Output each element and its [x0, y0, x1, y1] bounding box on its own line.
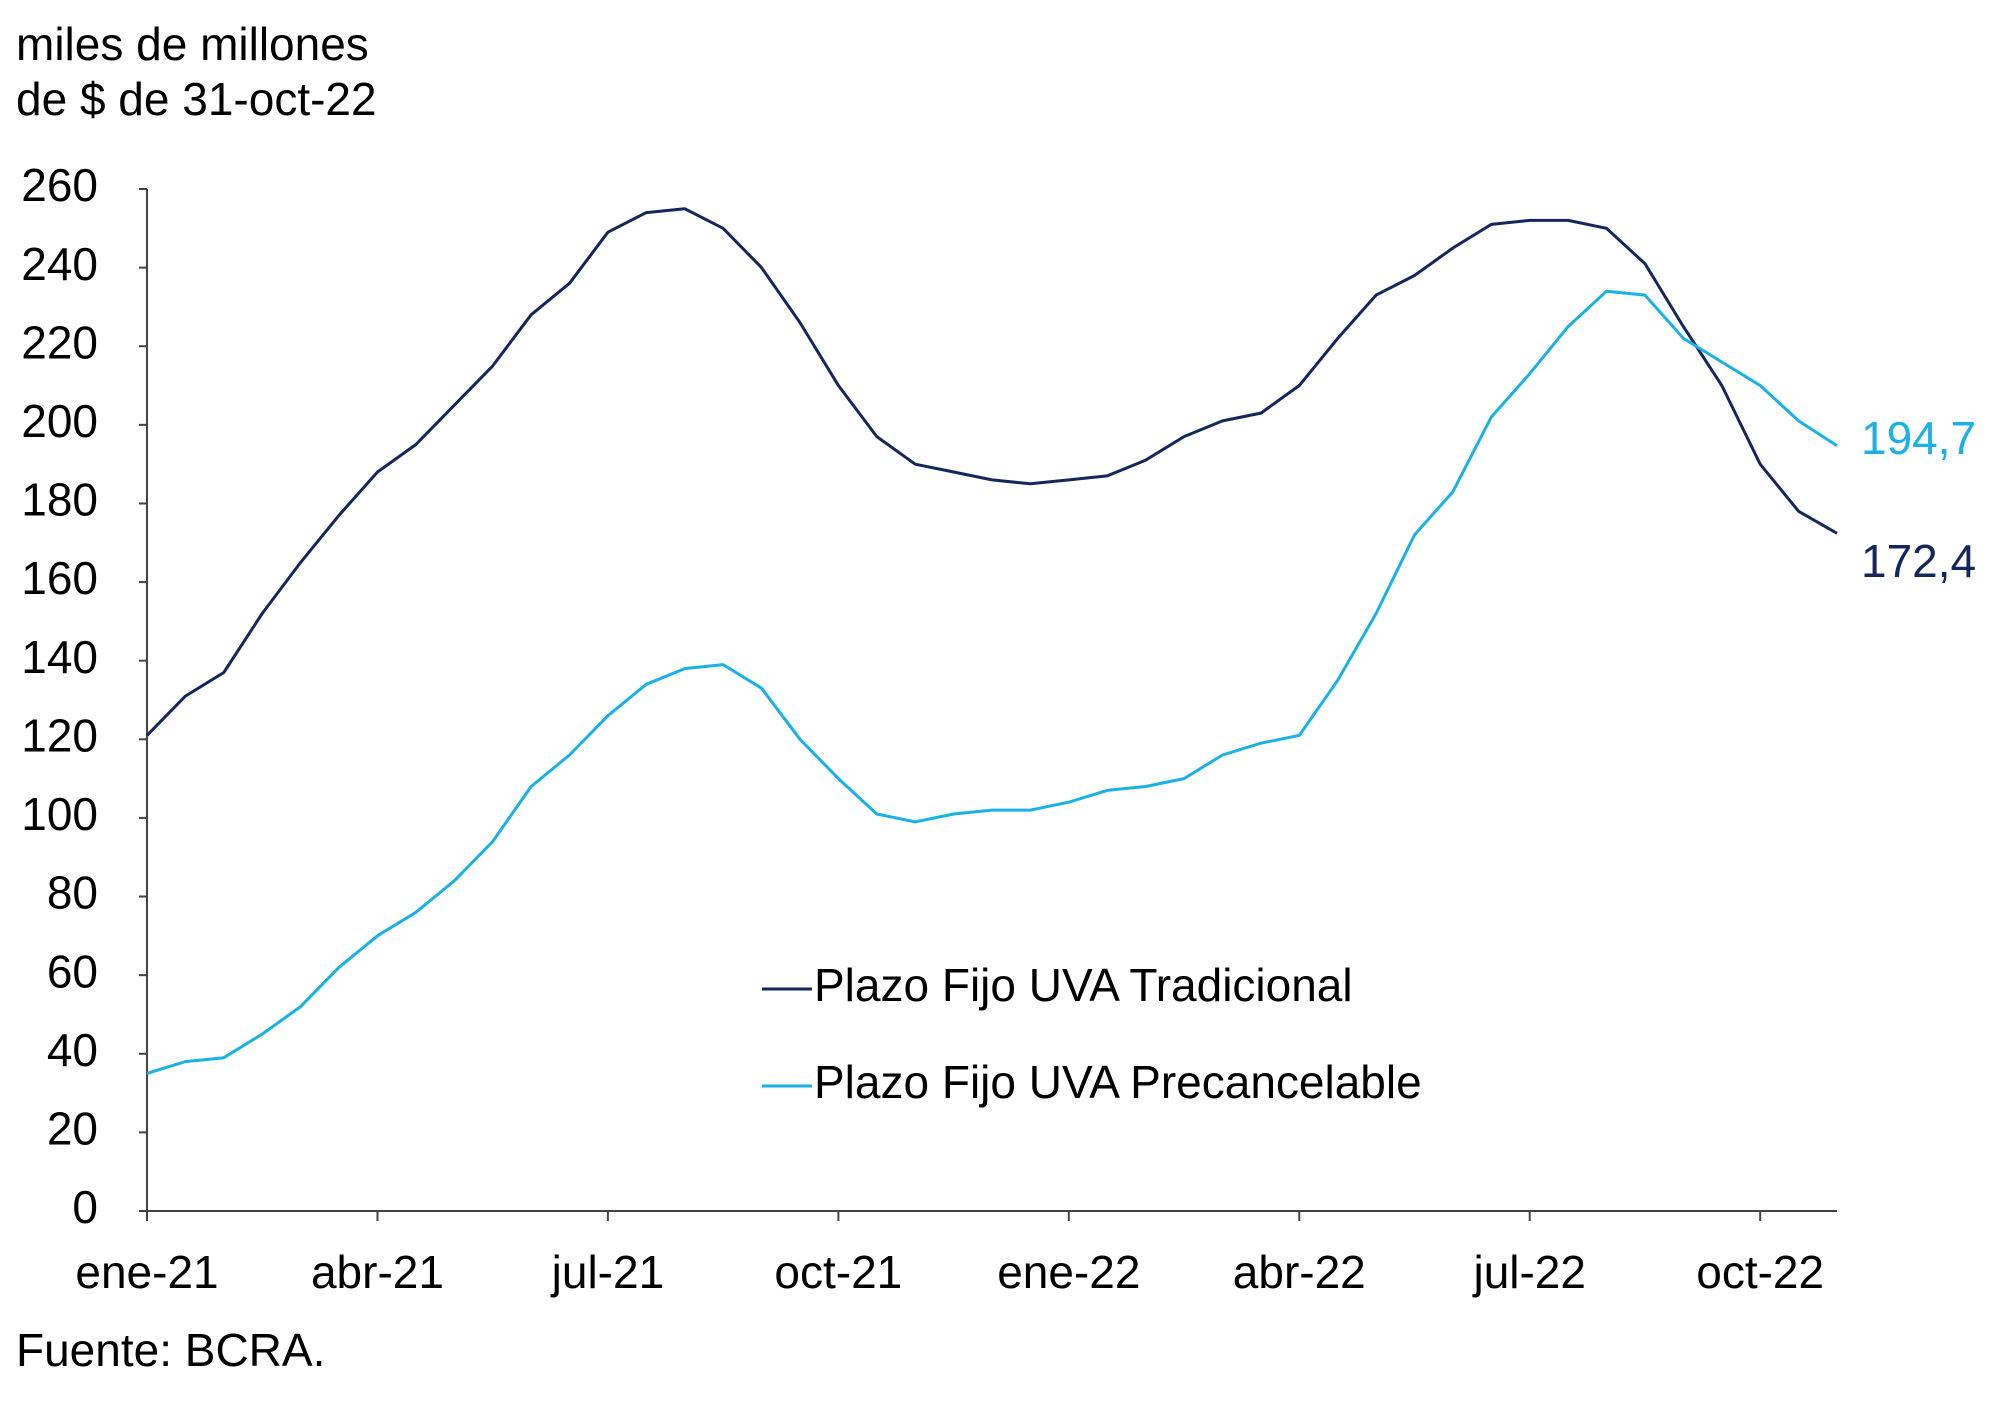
x-tick-label: oct-22 — [1696, 1246, 1824, 1298]
y-tick-label: 120 — [21, 709, 98, 761]
y-tick-label: 0 — [72, 1181, 98, 1233]
y-tick-label: 200 — [21, 395, 98, 447]
x-tick-label: ene-21 — [75, 1246, 218, 1298]
y-tick-label: 100 — [21, 788, 98, 840]
y-tick-label: 60 — [47, 945, 98, 997]
data-label: 172,4 — [1861, 535, 1976, 587]
y-tick-label: 140 — [21, 631, 98, 683]
line-series — [145, 207, 1838, 737]
x-tick-label: ene-22 — [997, 1246, 1140, 1298]
legend-label: Plazo Fijo UVA Tradicional — [814, 959, 1353, 1011]
y-tick-label: 240 — [21, 238, 98, 290]
y-tick-label: 20 — [47, 1103, 98, 1155]
y-tick-label: 260 — [21, 159, 98, 211]
y-tick-label: 220 — [21, 316, 98, 368]
x-tick-label: abr-21 — [311, 1246, 444, 1298]
y-tick-label: 180 — [21, 474, 98, 526]
x-tick-label: oct-21 — [774, 1246, 902, 1298]
y-tick-label: 160 — [21, 552, 98, 604]
data-label: 194,7 — [1861, 412, 1976, 464]
axis-title: de $ de 31-oct-22 — [16, 73, 377, 125]
y-tick-label: 80 — [47, 867, 98, 919]
axis-title: miles de millones — [16, 18, 369, 70]
x-tick-label: jul-22 — [1471, 1246, 1586, 1298]
y-tick-label: 40 — [47, 1024, 98, 1076]
legend-label: Plazo Fijo UVA Precancelable — [814, 1056, 1422, 1108]
source-note: Fuente: BCRA. — [16, 1324, 325, 1376]
x-tick-label: abr-22 — [1233, 1246, 1366, 1298]
x-tick-label: jul-21 — [550, 1246, 665, 1298]
line-series — [146, 289, 1838, 1075]
